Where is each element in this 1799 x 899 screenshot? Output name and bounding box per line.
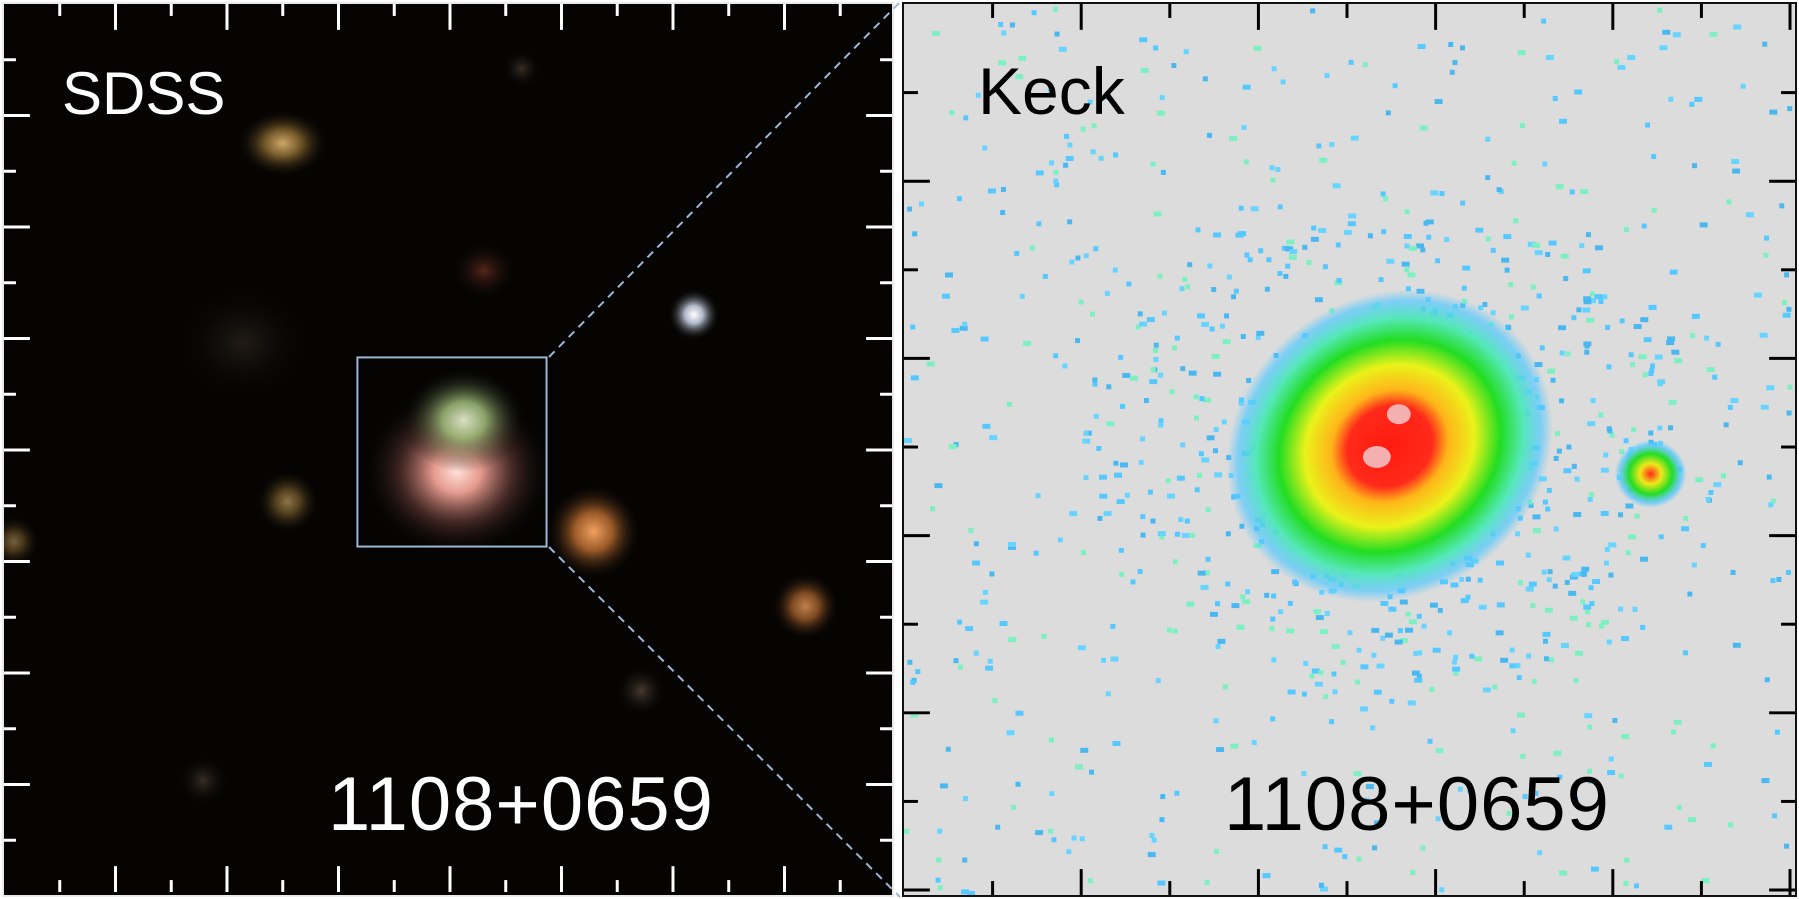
source-faint-2 — [615, 665, 668, 717]
source-faint-4 — [173, 282, 313, 403]
keck-image — [904, 4, 1795, 895]
companion-source — [1614, 440, 1687, 508]
keck-image-panel: Keck 1108+0659 — [902, 2, 1797, 897]
main-galaxy-core-2 — [1386, 404, 1411, 425]
source-edge-left — [4, 515, 40, 568]
zoom-box — [356, 356, 548, 548]
main-galaxy — [1226, 289, 1553, 603]
survey-label-keck: Keck — [978, 54, 1125, 128]
sdss-image-panel: SDSS 1108+0659 — [2, 2, 894, 897]
source-faint-3 — [177, 754, 229, 807]
object-label-right: 1108+0659 — [1224, 762, 1610, 847]
source-faint-5 — [501, 48, 542, 89]
source-left — [255, 469, 320, 534]
source-bottom-right — [771, 572, 840, 641]
axis-ticks — [904, 4, 1795, 895]
source-top-left — [236, 109, 329, 178]
object-label-left: 1108+0659 — [328, 762, 714, 847]
source-faint-1 — [449, 240, 518, 301]
source-white — [668, 288, 720, 341]
source-orange — [545, 483, 642, 580]
central-source-green — [402, 368, 526, 472]
main-galaxy-core-1 — [1362, 446, 1391, 468]
survey-label-sdss: SDSS — [62, 60, 226, 127]
